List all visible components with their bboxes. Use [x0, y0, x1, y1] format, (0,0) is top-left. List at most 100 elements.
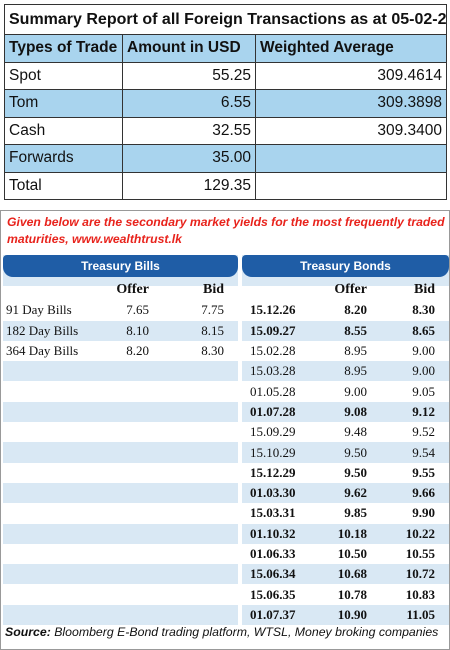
bond-offer: 9.85: [344, 505, 367, 521]
source-label: Source:: [5, 625, 51, 639]
bill-name: [3, 503, 99, 523]
col-header-wavg: Weighted Average: [254, 34, 448, 63]
yield-row: 15.09.29 9.48 9.52: [3, 422, 449, 442]
yield-row: 01.07.28 9.08 9.12: [3, 401, 449, 423]
bond-bid: 9.66: [381, 482, 449, 504]
bond-offer: 9.08: [314, 401, 381, 423]
trade-type: Total: [4, 171, 123, 200]
bill-offer: [99, 523, 163, 544]
bond-bid: 9.12: [381, 401, 449, 423]
bond-maturity: 15.09.27: [242, 320, 314, 341]
bond-maturity: 01.06.33: [250, 546, 296, 561]
bond-bid: 9.00: [412, 343, 435, 359]
treasury-bills-band: Treasury Bills: [3, 255, 238, 286]
bill-bid: [163, 544, 238, 564]
summary-row-spot: Spot 55.25 309.4614: [4, 61, 448, 90]
bill-name: [3, 544, 99, 564]
bond-offer: 8.95: [344, 343, 367, 359]
treasury-bonds-title: Treasury Bonds: [242, 255, 449, 277]
source-text: Bloomberg E-Bond trading platform, WTSL,…: [54, 625, 439, 639]
bond-bid: 10.72: [381, 564, 449, 585]
bond-bid: 9.52: [412, 424, 435, 440]
bill-offer: [99, 503, 163, 523]
weighted-average: 309.3898: [254, 89, 448, 118]
bonds-bid-header: Bid: [413, 282, 435, 298]
bill-offer: [99, 442, 163, 463]
trade-type: Tom: [4, 89, 123, 118]
amount-usd: 35.00: [122, 144, 256, 173]
bond-offer: 10.18: [314, 523, 381, 544]
yield-row: 15.03.28 8.95 9.00: [3, 361, 449, 382]
source-note: Source: Bloomberg E-Bond trading platfor…: [5, 625, 447, 639]
bond-bid: 10.55: [405, 546, 435, 561]
bond-bid: 9.54: [381, 442, 449, 463]
bond-offer: 10.90: [314, 604, 381, 626]
bond-bid: 10.83: [405, 586, 435, 602]
amount-usd: 32.55: [122, 116, 256, 145]
bond-offer: 8.20: [344, 302, 367, 318]
bill-name: [3, 463, 99, 483]
bond-offer: 9.48: [344, 424, 367, 440]
bill-offer: [99, 564, 163, 585]
bill-offer: [99, 381, 163, 401]
bill-bid: [163, 604, 238, 626]
bill-name: [3, 523, 99, 544]
bill-offer: 8.10: [99, 320, 163, 341]
bond-offer: 10.78: [337, 586, 367, 602]
bill-bid: 7.75: [201, 302, 224, 318]
yield-row: 01.10.32 10.18 10.22: [3, 523, 449, 544]
bill-name: [3, 584, 99, 604]
yield-row: 01.06.33 10.50 10.55: [3, 544, 449, 564]
bill-bid: [163, 463, 238, 483]
amount-usd: 129.35: [122, 171, 256, 200]
bill-name: [3, 361, 99, 382]
weighted-average: [254, 171, 448, 200]
bill-bid: [163, 381, 238, 401]
bond-offer: 9.50: [344, 464, 367, 480]
fx-summary-table: Summary Report of all Foreign Transactio…: [3, 4, 448, 200]
bills-offer-header: Offer: [116, 282, 149, 298]
trade-type: Cash: [4, 116, 123, 145]
bill-bid: [163, 564, 238, 585]
bond-maturity: 01.07.37: [242, 604, 314, 626]
yield-row: 182 Day Bills 8.10 8.15 15.09.27 8.55 8.65: [3, 320, 449, 341]
bonds-maturity-header: [242, 280, 314, 300]
bonds-offer-header: Offer: [334, 282, 367, 298]
bill-name: 364 Day Bills: [6, 343, 79, 359]
bills-name-header: [3, 280, 99, 300]
bill-bid: [163, 523, 238, 544]
summary-title: Summary Report of all Foreign Transactio…: [3, 4, 448, 35]
bill-bid: [163, 584, 238, 604]
amount-usd: 55.25: [122, 61, 256, 90]
bond-bid: 8.65: [381, 320, 449, 341]
yield-row: 01.05.28 9.00 9.05: [3, 381, 449, 401]
treasury-bills-title: Treasury Bills: [3, 255, 238, 277]
trade-type: Forwards: [4, 144, 123, 173]
bond-bid: 9.05: [412, 383, 435, 399]
yield-row: 01.07.37 10.90 11.05: [3, 604, 449, 626]
bill-name: 182 Day Bills: [3, 320, 99, 341]
bond-bid: 9.55: [412, 464, 435, 480]
bond-offer: 9.50: [314, 442, 381, 463]
bill-bid: [163, 422, 238, 442]
secondary-market-yields-panel: Given below are the secondary market yie…: [0, 210, 450, 650]
bond-maturity: 15.12.29: [250, 464, 296, 480]
bill-offer: 7.65: [126, 302, 149, 318]
weighted-average: [254, 144, 448, 173]
bill-name: [3, 381, 99, 401]
bond-offer: 10.50: [337, 546, 367, 561]
bill-bid: [163, 503, 238, 523]
bill-offer: [99, 361, 163, 382]
bill-offer: [99, 422, 163, 442]
bond-maturity: 01.07.28: [242, 401, 314, 423]
bill-offer: [99, 482, 163, 504]
bond-maturity: 01.03.30: [242, 482, 314, 504]
bill-offer: [99, 544, 163, 564]
yield-row: 15.12.29 9.50 9.55: [3, 463, 449, 483]
bill-name: [3, 564, 99, 585]
bond-maturity: 15.09.29: [250, 424, 296, 440]
bond-maturity: 01.10.32: [242, 523, 314, 544]
yield-row: 91 Day Bills 7.65 7.75 15.12.26 8.20 8.30: [3, 300, 449, 320]
bond-bid: 8.30: [412, 302, 435, 318]
bill-name: [3, 604, 99, 626]
